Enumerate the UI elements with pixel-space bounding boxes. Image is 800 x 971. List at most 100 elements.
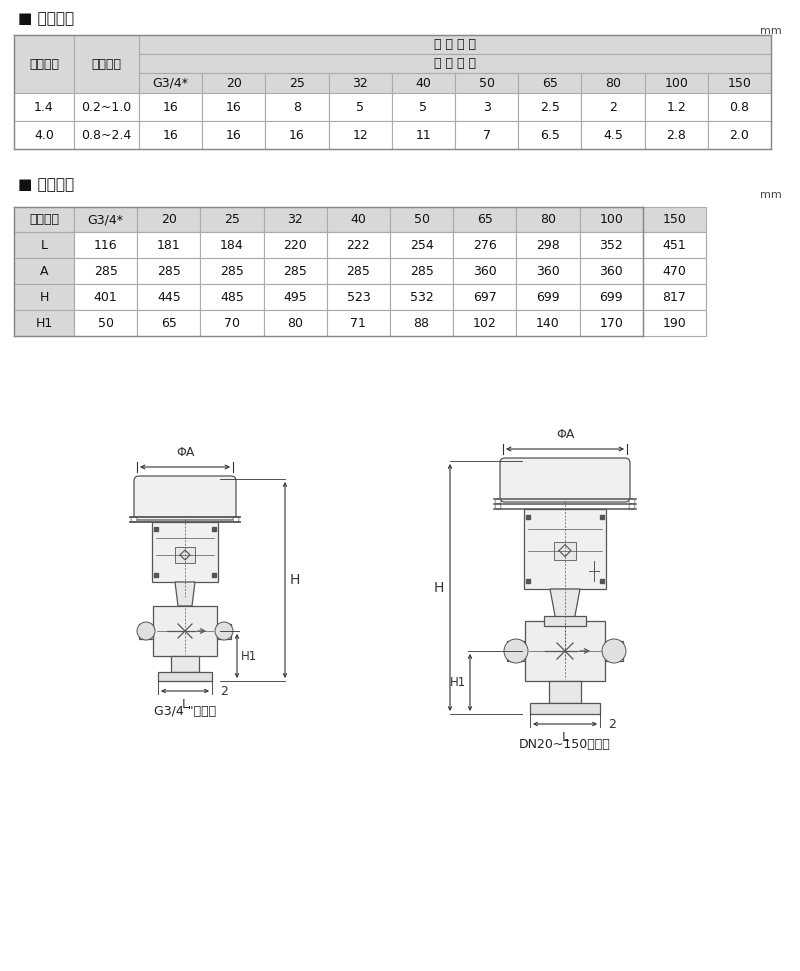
Bar [200, 207, 264, 232]
Bar [329, 73, 392, 93]
Text: 70: 70 [224, 317, 240, 329]
Text: 285: 285 [220, 264, 244, 278]
Text: 150: 150 [727, 77, 751, 89]
Text: 40: 40 [415, 77, 431, 89]
Bar [549, 681, 581, 703]
Text: 88: 88 [414, 317, 430, 329]
Bar [708, 93, 771, 121]
Bar [74, 207, 138, 232]
Text: 220: 220 [283, 239, 307, 251]
Bar [138, 284, 200, 310]
Text: 3: 3 [482, 101, 490, 114]
FancyBboxPatch shape [500, 458, 630, 502]
Bar [517, 207, 580, 232]
Bar [579, 284, 643, 310]
Bar [74, 284, 138, 310]
Text: ΦA: ΦA [176, 446, 194, 459]
Bar [138, 258, 200, 284]
Bar [643, 207, 706, 232]
Bar [202, 121, 266, 149]
Text: 20: 20 [226, 77, 242, 89]
Bar [643, 258, 706, 284]
Text: 298: 298 [536, 239, 560, 251]
Text: 65: 65 [542, 77, 558, 89]
Bar [455, 93, 518, 121]
Bar [14, 284, 74, 310]
Text: 5: 5 [356, 101, 364, 114]
Bar [158, 672, 212, 681]
Bar [139, 93, 202, 121]
Text: 16: 16 [162, 128, 178, 142]
Bar [392, 73, 455, 93]
Bar [544, 616, 586, 626]
Bar [518, 73, 582, 93]
Bar [264, 258, 327, 284]
Text: 2.0: 2.0 [730, 128, 750, 142]
Bar [518, 93, 582, 121]
Text: 供气压力: 供气压力 [29, 57, 59, 71]
Bar [329, 121, 392, 149]
Text: 80: 80 [540, 213, 556, 226]
Circle shape [629, 504, 635, 510]
Text: 25: 25 [289, 77, 305, 89]
Bar [455, 121, 518, 149]
Text: 181: 181 [157, 239, 181, 251]
Text: 公称通径: 公称通径 [29, 213, 59, 226]
Bar [139, 623, 153, 639]
Text: 485: 485 [220, 290, 244, 304]
Bar [327, 207, 390, 232]
Bar [200, 232, 264, 258]
Bar [139, 121, 202, 149]
Bar [455, 73, 518, 93]
Bar [579, 207, 643, 232]
Text: 140: 140 [536, 317, 560, 329]
Bar [390, 258, 453, 284]
Bar [139, 54, 771, 73]
Text: 0.2~1.0: 0.2~1.0 [82, 101, 132, 114]
Bar [518, 121, 582, 149]
Text: 222: 222 [346, 239, 370, 251]
Text: 100: 100 [664, 77, 688, 89]
Text: 360: 360 [473, 264, 497, 278]
Text: 11: 11 [415, 128, 431, 142]
Text: 0.8~2.4: 0.8~2.4 [82, 128, 132, 142]
Text: 2.8: 2.8 [666, 128, 686, 142]
Text: H1: H1 [450, 676, 466, 689]
Bar [217, 623, 231, 639]
Bar [454, 284, 517, 310]
Text: 285: 285 [94, 264, 118, 278]
Bar [138, 310, 200, 336]
Text: 1.2: 1.2 [666, 101, 686, 114]
Text: 80: 80 [605, 77, 621, 89]
Bar [266, 93, 329, 121]
Bar [643, 284, 706, 310]
Bar [392, 93, 455, 121]
Text: 2.5: 2.5 [540, 101, 560, 114]
Text: 公 称 通 径: 公 称 通 径 [434, 57, 476, 70]
Text: 285: 285 [410, 264, 434, 278]
Bar [200, 310, 264, 336]
Bar [708, 121, 771, 149]
Bar [605, 641, 623, 661]
Bar [524, 509, 606, 589]
Text: G3/4*: G3/4* [153, 77, 189, 89]
Bar [517, 284, 580, 310]
Bar [14, 258, 74, 284]
Text: 允 许 压 差: 允 许 压 差 [434, 38, 476, 51]
Text: mm: mm [760, 190, 782, 200]
Text: G3/4*: G3/4* [88, 213, 123, 226]
Text: 8: 8 [293, 101, 301, 114]
Bar [264, 207, 327, 232]
Bar [454, 258, 517, 284]
Bar [327, 310, 390, 336]
Text: 401: 401 [94, 290, 118, 304]
Text: 2: 2 [220, 685, 228, 697]
Text: 0.8: 0.8 [730, 101, 750, 114]
Circle shape [215, 622, 233, 640]
Bar [582, 121, 645, 149]
Bar [327, 258, 390, 284]
Bar [329, 93, 392, 121]
Text: 2: 2 [608, 718, 616, 730]
Bar [202, 93, 266, 121]
Text: 32: 32 [287, 213, 303, 226]
